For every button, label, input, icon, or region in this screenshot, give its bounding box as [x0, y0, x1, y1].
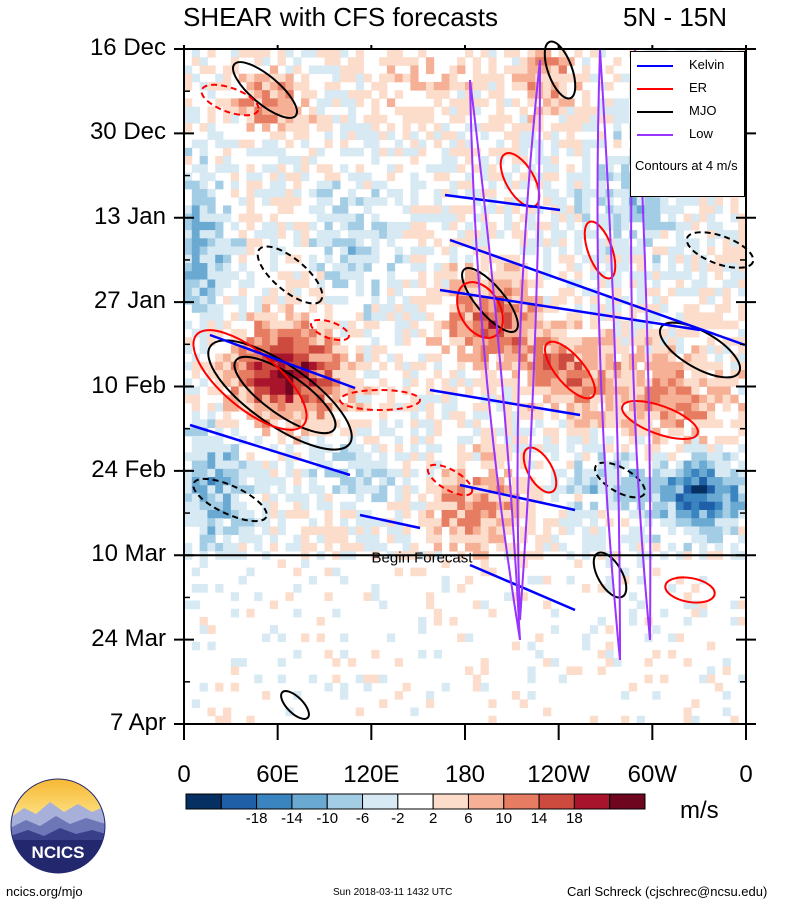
x-tick-label: 0: [177, 761, 191, 788]
colorbar-swatch: [538, 793, 575, 810]
y-tick-label: 27 Jan: [93, 287, 166, 315]
x-tick-label: 0: [739, 761, 753, 788]
y-tick-label: 10 Mar: [91, 540, 166, 568]
legend-line-mjo: [637, 111, 673, 113]
colorbar-swatch: [256, 793, 293, 810]
x-tick-label: 180: [444, 761, 486, 788]
colorbar-label: -14: [281, 810, 303, 827]
legend-label-kelvin: Kelvin: [689, 57, 725, 72]
legend-contour-note: Contours at 4 m/s: [635, 158, 738, 173]
colorbar-swatch: [185, 793, 222, 810]
colorbar-label: -6: [355, 810, 370, 827]
colorbar-swatch: [326, 793, 364, 810]
legend-label-mjo: MJO: [689, 103, 717, 118]
ncics-logo[interactable]: NCICS: [10, 778, 106, 874]
colorbar-label: -10: [316, 810, 339, 827]
y-tick-label: 7 Apr: [109, 709, 166, 736]
colorbar-swatch: [397, 793, 434, 810]
x-tick-label: 120E: [343, 761, 400, 788]
x-tick-label: 60E: [256, 761, 300, 788]
colorbar-label: 14: [530, 810, 548, 827]
colorbar-swatch: [467, 793, 505, 810]
legend-item-low: Low: [631, 125, 744, 145]
logo-text: NCICS: [32, 843, 85, 862]
footer-url[interactable]: ncics.org/mjo: [6, 884, 83, 899]
forecast-label: Begin Forecast: [372, 549, 474, 566]
colorbar-label: 18: [566, 810, 583, 827]
legend-line-er: [637, 88, 673, 90]
colorbar-label: -2: [391, 810, 405, 827]
legend-item-kelvin: Kelvin: [631, 56, 744, 76]
contour-overlays: [189, 40, 755, 720]
colorbar-swatch: [503, 793, 540, 810]
y-tick-label: 30 Dec: [89, 118, 166, 146]
colorbar-swatch: [362, 793, 399, 810]
colorbar-label: -18: [245, 810, 268, 827]
y-tick-label: 13 Jan: [93, 202, 166, 230]
colorbar-units: m/s: [680, 797, 719, 824]
colorbar-swatch: [573, 793, 611, 810]
chart-region: 5N - 15N: [623, 2, 728, 32]
chart-title: SHEAR with CFS forecasts: [183, 2, 498, 32]
colorbar-swatch: [609, 793, 646, 810]
colorbar-swatch: [220, 793, 258, 810]
legend: Kelvin ER MJO Low Contours at 4 m/s: [630, 51, 745, 197]
footer-timestamp: Sun 2018-03-11 1432 UTC: [333, 887, 453, 898]
x-tick-label: 60W: [627, 761, 678, 788]
legend-item-er: ER: [631, 79, 744, 99]
legend-line-kelvin: [637, 65, 673, 67]
y-tick-label: 10 Feb: [91, 371, 166, 399]
x-tick-label: 120W: [527, 761, 591, 788]
colorbar-label: 2: [428, 810, 438, 827]
colorbar-label: 6: [464, 810, 473, 827]
legend-item-mjo: MJO: [631, 102, 744, 122]
colorbar-swatch: [432, 793, 469, 810]
legend-label-er: ER: [689, 80, 708, 95]
legend-label-low: Low: [689, 126, 713, 141]
y-tick-label: 24 Feb: [91, 455, 166, 483]
y-tick-label: 16 Dec: [89, 34, 166, 61]
legend-line-low: [637, 134, 673, 136]
y-tick-label: 24 Mar: [91, 624, 166, 652]
footer-author: Carl Schreck (cjschrec@ncsu.edu): [567, 884, 768, 899]
colorbar-swatch: [291, 793, 328, 810]
colorbar-label: 10: [495, 810, 513, 827]
